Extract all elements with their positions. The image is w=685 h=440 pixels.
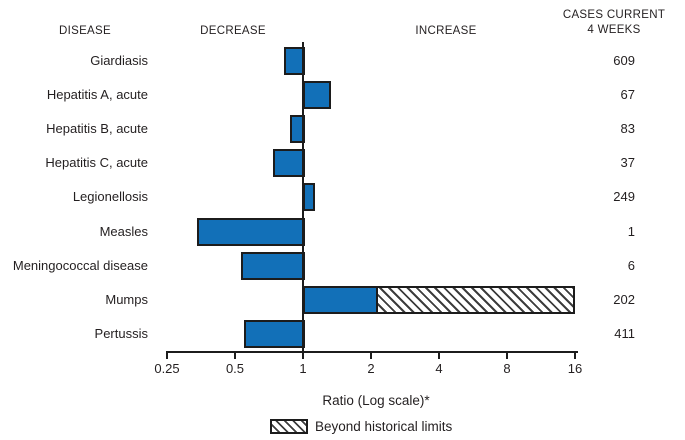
ratio-bar	[303, 81, 331, 109]
ratio-bar	[244, 320, 305, 348]
disease-label: Hepatitis A, acute	[46, 87, 148, 102]
x-axis-tick	[302, 351, 304, 359]
x-axis-tick-label: 16	[567, 361, 583, 376]
baseline-ratio-1-line	[302, 42, 304, 352]
x-axis-tick-label: 2	[367, 361, 375, 376]
cases-value: 609	[613, 53, 635, 68]
cases-value: 249	[613, 189, 635, 204]
ratio-bar	[290, 115, 305, 143]
x-axis-tick-label: 0.5	[225, 361, 245, 376]
cases-value: 6	[627, 258, 635, 273]
ratio-bar	[197, 218, 305, 246]
disease-label: Measles	[99, 224, 148, 239]
cases-value: 67	[620, 87, 635, 102]
column-header-increase: INCREASE	[415, 25, 477, 37]
ratio-bar	[303, 183, 315, 211]
x-axis-tick	[506, 351, 508, 359]
column-header-cases: CASES CURRENT 4 WEEKS	[549, 8, 679, 38]
disease-label: Legionellosis	[72, 189, 148, 204]
disease-label: Meningococcal disease	[12, 258, 148, 273]
cases-value: 37	[620, 155, 635, 170]
x-axis-tick	[574, 351, 576, 359]
x-axis-title: Ratio (Log scale)*	[322, 393, 430, 408]
x-axis-tick-label: 0.25	[154, 361, 180, 376]
cases-value: 83	[620, 121, 635, 136]
column-header-cases-line2: 4 WEEKS	[587, 24, 641, 36]
cases-value: 411	[614, 326, 635, 341]
cases-value: 202	[613, 292, 635, 307]
x-axis-tick-label: 1	[299, 361, 307, 376]
x-axis-tick-label: 4	[435, 361, 443, 376]
x-axis-tick	[234, 351, 236, 359]
cases-value: 1	[627, 224, 635, 239]
x-axis-tick	[438, 351, 440, 359]
disease-label: Mumps	[105, 292, 148, 307]
x-axis-tick	[166, 351, 168, 359]
ratio-bar	[273, 149, 305, 177]
disease-label: Pertussis	[94, 326, 148, 341]
disease-label: Hepatitis C, acute	[45, 155, 148, 170]
ratio-bar	[241, 252, 305, 280]
column-header-cases-line1: CASES CURRENT	[562, 9, 666, 21]
column-header-decrease: DECREASE	[200, 25, 266, 37]
x-axis-line	[166, 351, 578, 353]
ratio-bar	[284, 47, 305, 75]
x-axis-tick	[370, 351, 372, 359]
disease-label: Hepatitis B, acute	[46, 121, 148, 136]
x-axis-tick-label: 8	[503, 361, 511, 376]
beyond-historical-bar	[376, 286, 575, 314]
ratio-bar	[303, 286, 378, 314]
column-header-disease: DISEASE	[59, 25, 111, 37]
legend-hatched-swatch	[270, 419, 308, 434]
disease-label: Giardiasis	[90, 53, 148, 68]
legend-label: Beyond historical limits	[315, 419, 453, 434]
